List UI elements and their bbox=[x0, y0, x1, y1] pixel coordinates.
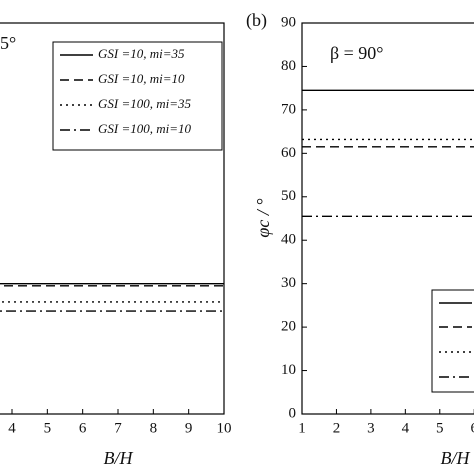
annotation: β = 90° bbox=[330, 43, 384, 63]
x-tick-label: 4 bbox=[402, 420, 410, 436]
legend-label: GSI =10, mi=35 bbox=[98, 46, 185, 61]
y-tick-label: 60 bbox=[281, 145, 296, 161]
y-tick-label: 70 bbox=[281, 101, 296, 117]
legend-label: GSI =100, mi=35 bbox=[98, 96, 192, 111]
x-tick-label: 8 bbox=[150, 420, 158, 436]
x-tick-label: 10 bbox=[217, 420, 232, 436]
panel-label: (b) bbox=[246, 10, 267, 31]
x-tick-label: 5 bbox=[44, 420, 52, 436]
x-axis-label: B/H bbox=[104, 448, 134, 468]
x-tick-label: 1 bbox=[298, 420, 306, 436]
x-tick-label: 9 bbox=[185, 420, 193, 436]
y-tick-label: 80 bbox=[281, 58, 296, 74]
y-tick-label: 20 bbox=[281, 319, 296, 335]
plot-frame bbox=[0, 22, 225, 415]
y-axis-label: φc / ° bbox=[253, 198, 273, 237]
x-tick-label: 7 bbox=[114, 420, 122, 436]
y-tick-label: 50 bbox=[281, 188, 296, 204]
x-axis-label: B/H bbox=[441, 448, 471, 468]
y-tick-label: 90 bbox=[281, 14, 296, 30]
plot-frame bbox=[301, 22, 474, 415]
legend-label: GSI =10, mi=10 bbox=[98, 71, 185, 86]
legend-box bbox=[431, 289, 474, 393]
x-tick-label: 6 bbox=[79, 420, 87, 436]
x-tick-label: 4 bbox=[8, 420, 16, 436]
y-tick-label: 0 bbox=[289, 405, 297, 421]
legend-box bbox=[52, 41, 223, 151]
y-tick-label: 10 bbox=[281, 362, 296, 378]
y-tick-label: 40 bbox=[281, 232, 296, 248]
x-tick-label: 5 bbox=[436, 420, 444, 436]
annotation: 5° bbox=[0, 33, 16, 53]
y-tick-label: 30 bbox=[281, 275, 296, 291]
legend-label: GSI =100, mi=10 bbox=[98, 121, 192, 136]
x-tick-label: 6 bbox=[470, 420, 474, 436]
x-tick-label: 3 bbox=[367, 420, 375, 436]
x-tick-label: 2 bbox=[333, 420, 341, 436]
